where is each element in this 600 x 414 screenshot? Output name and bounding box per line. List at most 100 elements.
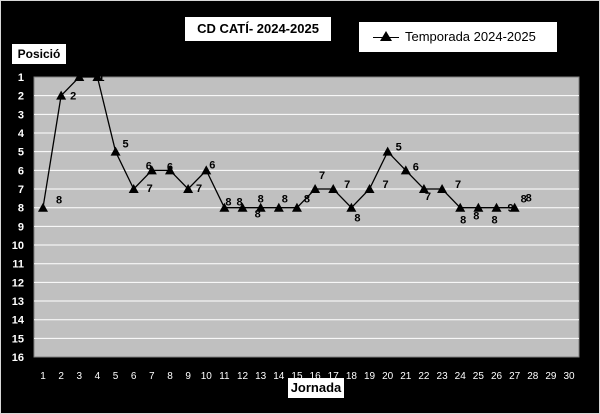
x-tick-label: 14 [273,371,285,382]
data-label: 8 [56,195,62,207]
triangle-marker-icon [400,165,411,175]
x-tick-label: 12 [237,371,249,382]
data-label: 8 [521,194,527,206]
x-tick-label: 21 [400,371,412,382]
y-axis-label: Posició [12,44,66,64]
annotation-label: 8 [255,209,261,221]
data-label: 7 [382,179,388,191]
triangle-marker-icon [38,202,48,212]
y-tick-label: 15 [12,333,24,345]
y-tick-label: 3 [18,109,24,121]
x-tick-label: 17 [328,371,340,382]
x-tick-label: 8 [167,371,173,382]
data-label: 8 [225,197,231,209]
x-tick-label: 22 [418,371,430,382]
data-label: 6 [146,160,152,172]
triangle-marker-icon [364,184,375,194]
triangle-marker-icon [346,202,357,212]
y-tick-label: 11 [12,259,24,271]
x-tick-label: 10 [201,371,213,382]
data-label: 7 [425,191,431,203]
y-tick-label: 7 [18,184,24,196]
data-label: 7 [455,179,461,191]
y-tick-label: 6 [18,165,24,177]
y-tick-label: 16 [12,352,24,364]
y-tick-label: 14 [12,315,25,327]
triangle-marker-icon [273,202,284,212]
data-label: 7 [196,183,202,195]
triangle-marker-icon [491,202,502,212]
x-tick-label: 16 [310,371,322,382]
x-tick-label: 19 [364,371,376,382]
triangle-marker-icon [201,165,212,175]
data-label: 2 [70,91,76,103]
data-label: 8 [354,213,360,225]
data-label: 8 [282,194,288,206]
x-tick-label: 3 [76,371,82,382]
x-tick-label: 9 [185,371,191,382]
triangle-marker-icon [380,31,392,41]
x-tick-label: 11 [219,371,230,382]
triangle-marker-icon [418,184,429,194]
triangle-marker-icon [437,184,448,194]
x-tick-label: 28 [527,371,539,382]
annotation-label: 8 [526,193,532,205]
y-tick-label: 2 [18,91,24,103]
x-tick-label: 26 [491,371,503,382]
y-tick-label: 8 [18,203,24,215]
extra-annotations: 889 [255,193,532,221]
x-tick-labels: 1 2 3 4 5 6 7 8 9 10 11 12 13 14 15 16 17 18 19 20 21 22 23 24 2… [40,371,575,382]
data-label: 8 [236,197,242,209]
x-tick-label: 4 [95,371,101,382]
y-tick-label: 1 [18,72,24,84]
x-tick-label: 20 [382,371,394,382]
triangle-marker-icon [382,146,393,156]
triangle-marker-icon [56,90,67,100]
legend: Temporada 2024-2025 [358,21,558,53]
data-label: 1 [98,72,104,84]
triangle-marker-icon [219,202,230,212]
triangle-marker-icon [473,202,484,212]
triangle-marker-icon [291,202,302,212]
y-tick-label: 4 [18,128,25,140]
data-label: 8 [491,215,497,227]
triangle-marker-icon [509,202,520,212]
x-tick-label: 27 [509,371,521,382]
x-tick-label: 15 [291,371,303,382]
data-label: 8 [460,215,466,227]
data-label: 5 [122,139,128,151]
triangle-marker-icon [146,165,157,175]
x-tick-label: 7 [149,371,155,382]
data-label: 7 [319,170,325,182]
triangle-marker-icon [328,184,339,194]
x-tick-label: 24 [455,371,467,382]
triangle-marker-icon [92,72,103,81]
data-label: 5 [396,142,402,154]
data-label: 6 [167,161,173,173]
triangle-marker-icon [110,146,121,156]
data-label: 8 [258,194,264,206]
y-tick-label: 5 [18,147,24,159]
x-tick-label: 23 [437,371,449,382]
x-tick-label: 6 [131,371,137,382]
x-tick-label: 5 [113,371,119,382]
y-tick-label: 9 [18,221,24,233]
triangle-marker-icon [164,165,175,175]
data-label: 6 [209,159,215,171]
x-axis-label: Jornada [288,378,344,398]
triangle-marker-icon [255,202,266,212]
triangle-marker-icon [74,72,85,81]
y-tick-label: 12 [12,277,24,289]
triangle-marker-icon [183,184,194,194]
x-tick-label: 2 [58,371,64,382]
chart-title: CD CATÍ- 2024-2025 [184,16,332,42]
triangle-marker-icon [455,202,466,212]
data-label: 1 [71,66,77,78]
legend-series-name: Temporada 2024-2025 [405,29,536,44]
y-tick-label: 13 [12,296,24,308]
data-label: 6 [413,161,419,173]
data-label: 8 [304,194,310,206]
